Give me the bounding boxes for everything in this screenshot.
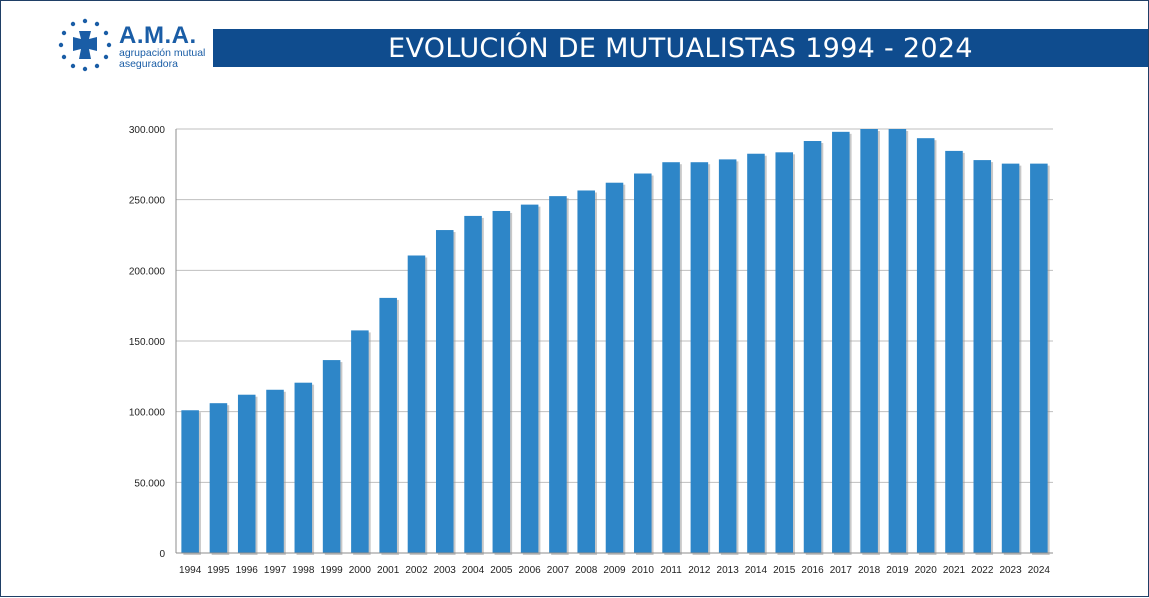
x-tick-label: 2003 <box>434 565 457 576</box>
bar-2009 <box>605 182 624 553</box>
bar-2013 <box>718 159 737 554</box>
bar-1999 <box>322 360 341 553</box>
bar-1997 <box>266 389 284 553</box>
bar-2022 <box>973 160 992 554</box>
y-tick-label: 50.000 <box>134 478 165 489</box>
x-tick-label: 2022 <box>971 565 994 576</box>
bar-2010 <box>634 173 652 553</box>
bar-2017 <box>832 131 850 553</box>
y-tick-label: 200.000 <box>129 266 166 277</box>
bar-2007 <box>549 196 567 553</box>
x-tick-label: 2023 <box>999 565 1022 576</box>
x-tick-label: 2000 <box>349 565 372 576</box>
x-tick-label: 2016 <box>801 565 824 576</box>
bar-layer <box>176 129 1053 556</box>
x-tick-label: 2005 <box>490 565 513 576</box>
title-bar: EVOLUCIÓN DE MUTUALISTAS 1994 - 2024 <box>213 29 1148 67</box>
bar-2000 <box>351 330 369 553</box>
x-tick-label: 1994 <box>179 565 202 576</box>
bar-2020 <box>916 138 935 554</box>
logo-name: A.M.A. <box>119 22 197 49</box>
bar-2006 <box>520 204 539 553</box>
logo-subtitle-line1: agrupación mutual <box>119 47 206 59</box>
x-tick-label: 1995 <box>207 565 230 576</box>
x-tick-label: 2009 <box>603 565 626 576</box>
bar-2019 <box>888 129 907 553</box>
x-tick-label: 2008 <box>575 565 598 576</box>
x-tick-label: 1996 <box>236 565 259 576</box>
x-tick-label: 2018 <box>858 565 881 576</box>
bar-1996 <box>237 394 256 553</box>
bar-1994 <box>181 410 199 553</box>
x-tick-label: 1999 <box>320 565 343 576</box>
bar-2004 <box>464 215 482 554</box>
bar-2008 <box>577 190 595 554</box>
x-tick-label: 2021 <box>943 565 966 576</box>
y-tick-label: 100.000 <box>129 408 166 419</box>
x-tick-label: 2019 <box>886 565 909 576</box>
x-tick-label: 2001 <box>377 565 400 576</box>
x-tick-label: 2012 <box>688 565 711 576</box>
x-tick-label: 2014 <box>745 565 768 576</box>
x-tick-label: 1998 <box>292 565 315 576</box>
logo-subtitle-line2: aseguradora <box>119 58 178 70</box>
bar-2011 <box>662 162 680 554</box>
bar-2024 <box>1030 163 1048 554</box>
y-tick-label: 0 <box>159 549 165 560</box>
bar-2021 <box>945 150 963 553</box>
bar-2002 <box>407 255 426 553</box>
x-tick-label: 2002 <box>405 565 428 576</box>
y-tick-label: 300.000 <box>129 125 166 136</box>
x-tick-label: 2004 <box>462 565 485 576</box>
bar-2003 <box>435 230 454 553</box>
bar-2016 <box>803 141 822 553</box>
bar-2023 <box>1001 163 1020 554</box>
y-tick-label: 150.000 <box>129 337 166 348</box>
bar-2015 <box>775 152 794 553</box>
x-tick-label: 2006 <box>519 565 542 576</box>
x-tick-label: 2020 <box>915 565 938 576</box>
x-tick-label: 2024 <box>1028 565 1051 576</box>
page-title: EVOLUCIÓN DE MUTUALISTAS 1994 - 2024 <box>388 32 973 64</box>
x-tick-label: 2017 <box>830 565 853 576</box>
bar-2001 <box>379 297 397 553</box>
x-tick-label: 2011 <box>660 565 682 576</box>
bar-1998 <box>294 382 313 553</box>
y-tick-label: 250.000 <box>129 196 166 207</box>
x-tick-label: 2015 <box>773 565 796 576</box>
bar-2014 <box>747 153 765 553</box>
bar-2005 <box>492 210 511 553</box>
logo-subtitle: agrupación mutual aseguradora <box>119 48 205 70</box>
bar-2018 <box>860 129 878 553</box>
bar-2012 <box>690 162 709 554</box>
ama-logo: A.M.A. agrupación mutual aseguradora <box>53 17 213 77</box>
x-tick-label: 2013 <box>717 565 740 576</box>
bar-1995 <box>209 403 228 553</box>
x-tick-label: 1997 <box>264 565 287 576</box>
label-layer: 0 50.000 100.000 150.000 200.000 250.000 300.0… <box>129 125 1051 576</box>
x-tick-label: 2010 <box>632 565 655 576</box>
x-tick-label: 2007 <box>547 565 570 576</box>
ama-emblem-icon <box>58 18 112 72</box>
